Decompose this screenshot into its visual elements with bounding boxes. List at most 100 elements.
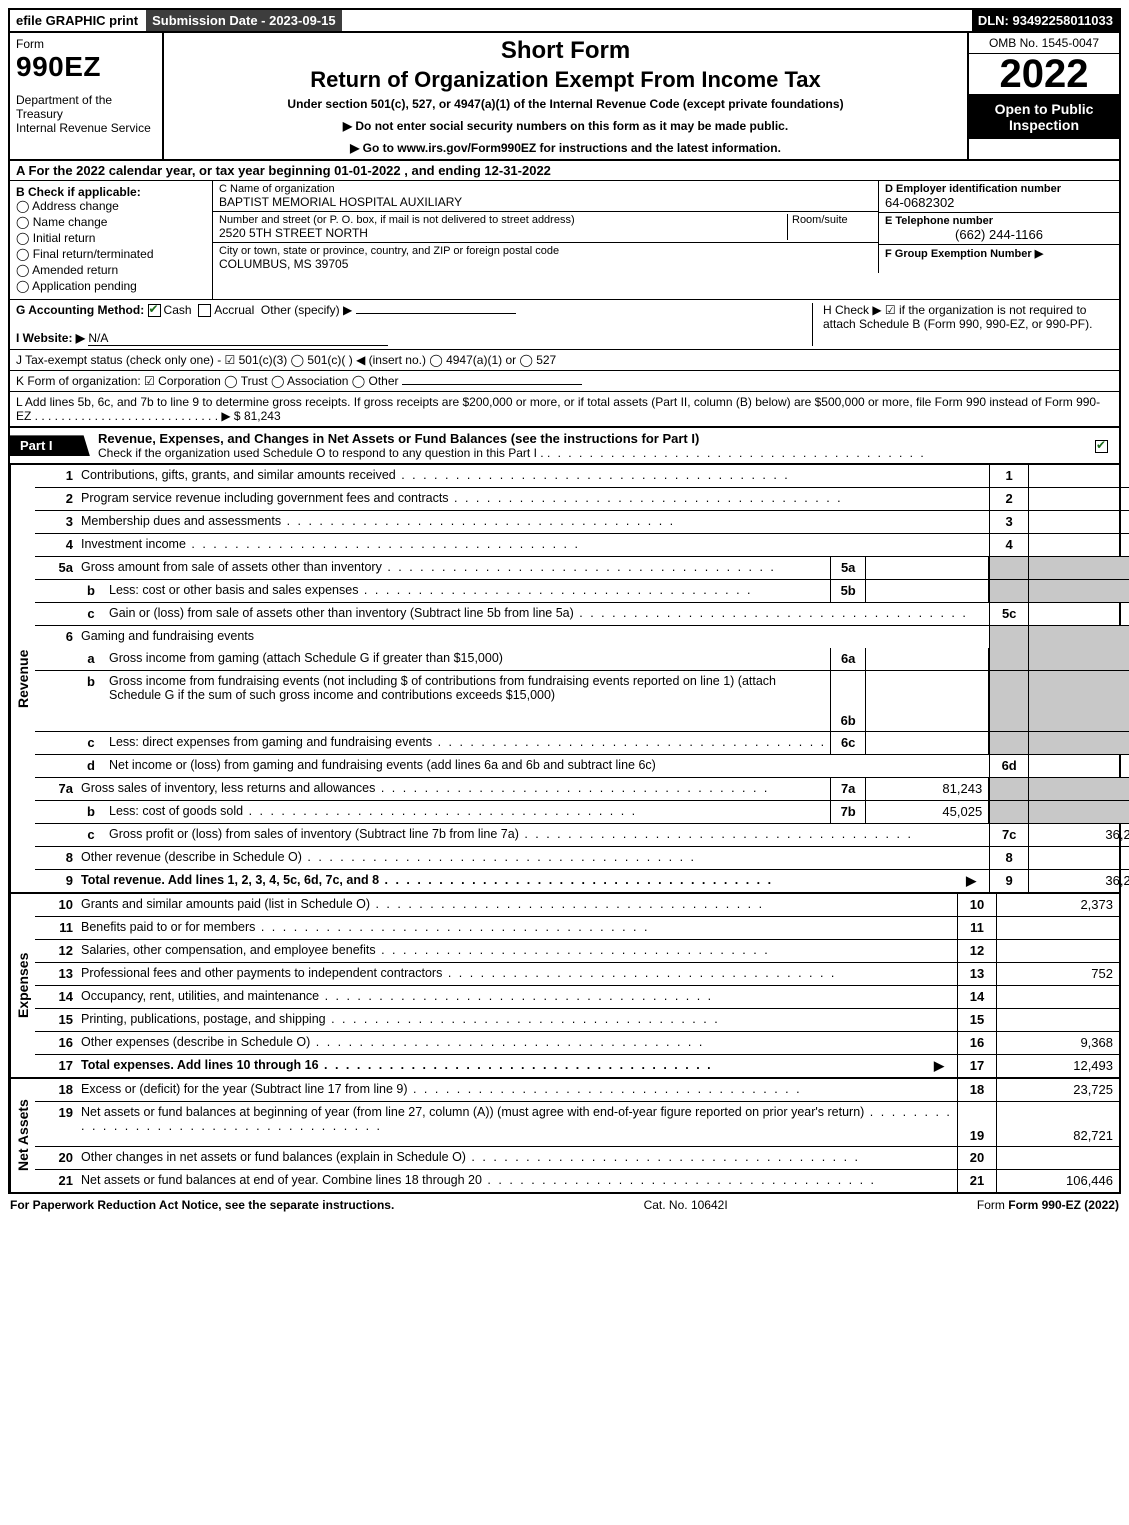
line-6-end-label: [989, 626, 1029, 648]
line-10-num: 10: [35, 894, 77, 916]
website-label: I Website: ▶: [16, 331, 85, 345]
subtitle: Under section 501(c), 527, or 4947(a)(1)…: [174, 97, 957, 111]
line-9: 9 Total revenue. Add lines 1, 2, 3, 4, 5…: [35, 870, 1129, 892]
line-6c-mini-val: [866, 732, 989, 754]
street-label: Number and street (or P. O. box, if mail…: [219, 214, 575, 226]
line-5b-spacer: [35, 580, 77, 602]
city-value: COLUMBUS, MS 39705: [219, 257, 348, 271]
line-5a-end-label: [989, 557, 1029, 579]
form-label: Form: [16, 37, 156, 51]
line-7a-desc: Gross sales of inventory, less returns a…: [77, 778, 830, 800]
netassets-table: Net Assets 18 Excess or (deficit) for th…: [8, 1079, 1121, 1194]
line-6b-spacer: [35, 671, 77, 731]
line-6b: b Gross income from fundraising events (…: [35, 671, 1129, 732]
form-header: Form 990EZ Department of the Treasury In…: [8, 33, 1121, 161]
line-17-end-val: 12,493: [997, 1055, 1119, 1077]
line-13-desc: Professional fees and other payments to …: [77, 963, 957, 985]
line-17-arrow: ▶: [931, 1055, 957, 1077]
chk-cash[interactable]: [148, 304, 161, 317]
line-6d-end-label: 6d: [989, 755, 1029, 777]
line-6: 6 Gaming and fundraising events: [35, 626, 1129, 648]
other-specify-input[interactable]: [356, 313, 516, 314]
line-6d-desc: Net income or (loss) from gaming and fun…: [105, 755, 989, 777]
section-g: G Accounting Method: Cash Accrual Other …: [16, 303, 812, 346]
group-exemption-label: F Group Exemption Number ▶: [885, 248, 1043, 260]
other-org-input[interactable]: [402, 384, 582, 385]
section-c-container: C Name of organization BAPTIST MEMORIAL …: [213, 181, 879, 273]
line-7c-end-label: 7c: [989, 824, 1029, 846]
line-20-end-label: 20: [957, 1147, 997, 1169]
website-value: N/A: [88, 331, 388, 346]
line-3-end-label: 3: [989, 511, 1029, 533]
accounting-method-label: G Accounting Method:: [16, 303, 144, 317]
ein-label: D Employer identification number: [885, 183, 1061, 195]
line-4: 4 Investment income 4: [35, 534, 1129, 557]
line-5b-end-label: [989, 580, 1029, 602]
line-7a-end-label: [989, 778, 1029, 800]
line-16-desc: Other expenses (describe in Schedule O): [77, 1032, 957, 1054]
revenue-table: Revenue 1 Contributions, gifts, grants, …: [8, 465, 1121, 894]
line-6b-mini-val: [866, 671, 989, 731]
city-label: City or town, state or province, country…: [219, 245, 559, 257]
line-5c-end-label: 5c: [989, 603, 1029, 625]
chk-name-change[interactable]: ◯ Name change: [16, 215, 206, 229]
line-1-end-val: [1029, 465, 1129, 487]
chk-application-pending-label: Application pending: [32, 279, 137, 293]
form-number: 990EZ: [16, 51, 156, 83]
part-1-sub-text: Check if the organization used Schedule …: [98, 446, 544, 460]
line-16: 16 Other expenses (describe in Schedule …: [35, 1032, 1119, 1055]
line-7b: b Less: cost of goods sold 7b 45,025: [35, 801, 1129, 824]
chk-final-return[interactable]: ◯ Final return/terminated: [16, 247, 206, 261]
room-suite-label: Room/suite: [787, 214, 872, 240]
revenue-side-label: Revenue: [10, 465, 35, 892]
line-6a-spacer: [35, 648, 77, 670]
chk-accrual[interactable]: [198, 304, 211, 317]
netassets-lines: 18 Excess or (deficit) for the year (Sub…: [35, 1079, 1119, 1192]
expenses-table: Expenses 10 Grants and similar amounts p…: [8, 894, 1121, 1079]
line-7b-spacer: [35, 801, 77, 823]
line-21: 21 Net assets or fund balances at end of…: [35, 1170, 1119, 1192]
line-16-end-val: 9,368: [997, 1032, 1119, 1054]
chk-address-change-label: Address change: [32, 199, 119, 213]
phone-label: E Telephone number: [885, 215, 993, 227]
line-7b-desc: Less: cost of goods sold: [105, 801, 830, 823]
expenses-side-label: Expenses: [10, 894, 35, 1077]
line-6-end-val: [1029, 626, 1129, 648]
footer-right: Form Form 990-EZ (2022): [977, 1198, 1119, 1212]
line-7a-num: 7a: [35, 778, 77, 800]
line-7b-end-label: [989, 801, 1029, 823]
line-5b-desc: Less: cost or other basis and sales expe…: [105, 580, 830, 602]
header-right: OMB No. 1545-0047 2022 Open to Public In…: [969, 33, 1119, 159]
footer-right-form: Form 990-EZ (2022): [1008, 1198, 1119, 1212]
line-6a-mini-label: 6a: [830, 648, 866, 670]
line-6b-mini-label: 6b: [830, 671, 866, 731]
city-box: City or town, state or province, country…: [213, 243, 878, 273]
line-6a-mini-val: [866, 648, 989, 670]
part-1-checkbox[interactable]: [1087, 435, 1119, 456]
line-5a: 5a Gross amount from sale of assets othe…: [35, 557, 1129, 580]
line-6b-num: b: [77, 671, 105, 731]
main-title: Return of Organization Exempt From Incom…: [174, 67, 957, 93]
line-7b-end-val: [1029, 801, 1129, 823]
line-6a-desc: Gross income from gaming (attach Schedul…: [105, 648, 830, 670]
line-17: 17 Total expenses. Add lines 10 through …: [35, 1055, 1119, 1077]
line-18-desc: Excess or (deficit) for the year (Subtra…: [77, 1079, 957, 1101]
open-to-inspection: Open to Public Inspection: [969, 95, 1119, 139]
line-11: 11 Benefits paid to or for members 11: [35, 917, 1119, 940]
line-12-end-label: 12: [957, 940, 997, 962]
line-7c: c Gross profit or (loss) from sales of i…: [35, 824, 1129, 847]
header-mid: Short Form Return of Organization Exempt…: [164, 33, 969, 159]
line-19-num: 19: [35, 1102, 77, 1146]
line-12: 12 Salaries, other compensation, and emp…: [35, 940, 1119, 963]
line-18-end-val: 23,725: [997, 1079, 1119, 1101]
chk-initial-return[interactable]: ◯ Initial return: [16, 231, 206, 245]
line-7c-num: c: [77, 824, 105, 846]
sections-cdef-inner: C Name of organization BAPTIST MEMORIAL …: [213, 181, 1119, 299]
chk-application-pending[interactable]: ◯ Application pending: [16, 279, 206, 293]
line-7c-end-val: 36,218: [1029, 824, 1129, 846]
line-9-end-val: 36,218: [1029, 870, 1129, 892]
chk-address-change[interactable]: ◯ Address change: [16, 199, 206, 213]
short-form-title: Short Form: [174, 37, 957, 65]
part-1-title-text: Revenue, Expenses, and Changes in Net As…: [98, 431, 699, 446]
chk-amended-return[interactable]: ◯ Amended return: [16, 263, 206, 277]
